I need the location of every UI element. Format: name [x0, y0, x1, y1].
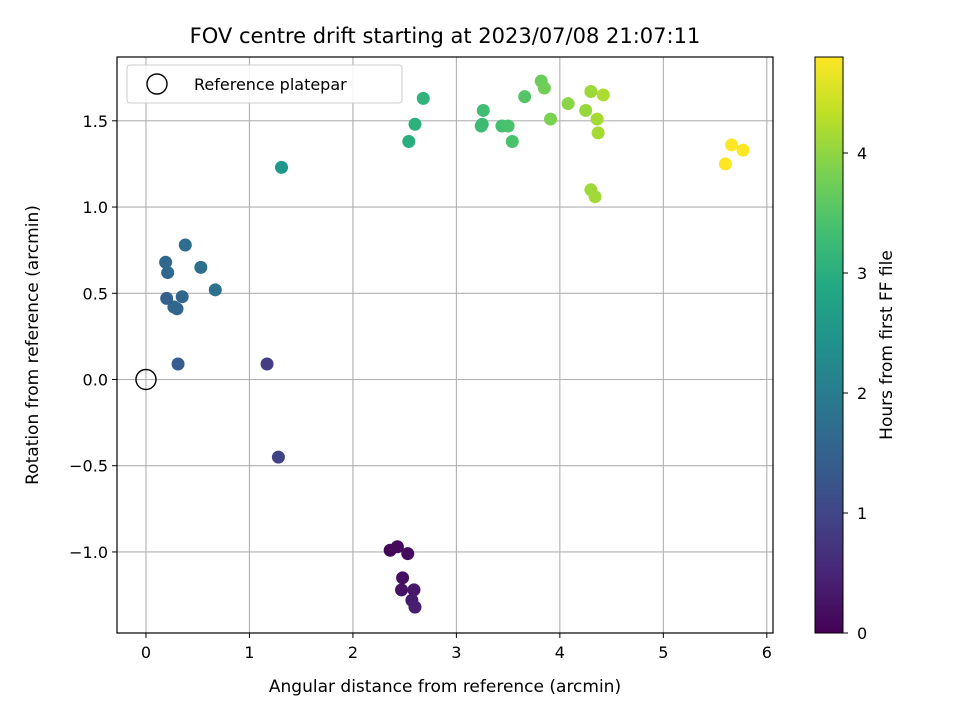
y-tick-label: 0.0 [83, 370, 108, 389]
data-point [390, 540, 404, 554]
colorbar-tick-label: 3 [857, 264, 867, 283]
y-tick-label: −1.0 [69, 543, 108, 562]
data-point [718, 157, 732, 171]
data-point [544, 112, 558, 126]
data-point [408, 117, 422, 131]
grid [117, 57, 773, 633]
data-point [579, 103, 593, 117]
y-axis-ticks: −1.0 −0.5 0.0 0.5 1.0 1.5 [69, 112, 117, 562]
x-axis-ticks: 0 1 2 3 4 5 6 [141, 633, 772, 662]
data-point [170, 302, 184, 316]
x-tick-label: 0 [141, 643, 151, 662]
data-point [159, 255, 173, 269]
data-point [161, 266, 175, 280]
y-tick-label: −0.5 [69, 457, 108, 476]
chart-title: FOV centre drift starting at 2023/07/08 … [190, 24, 701, 48]
colorbar-tick-label: 2 [857, 384, 867, 403]
data-point [416, 91, 430, 105]
legend-marker-reference [146, 73, 168, 95]
reference-point [135, 368, 157, 391]
data-point [271, 450, 285, 464]
data-points [159, 74, 750, 614]
data-point [401, 547, 415, 561]
data-point [588, 190, 602, 204]
reference-point-layer [135, 368, 157, 391]
data-point [590, 112, 604, 126]
data-point [171, 357, 185, 371]
y-axis-label: Rotation from reference (arcmin) [23, 205, 43, 485]
colorbar-tick-label: 0 [857, 624, 867, 643]
legend: Reference platepar [126, 64, 403, 104]
data-point [175, 290, 189, 304]
data-point [475, 117, 489, 131]
x-tick-label: 2 [348, 643, 358, 662]
data-point [591, 126, 605, 140]
data-point [518, 90, 532, 104]
data-point [725, 138, 739, 152]
plot-frame [116, 56, 774, 634]
data-point [736, 143, 750, 157]
data-point [561, 97, 575, 111]
data-point [275, 160, 289, 174]
data-point [505, 135, 519, 149]
colorbar-label: Hours from first FF file [877, 250, 897, 440]
data-point [260, 357, 274, 371]
x-tick-label: 4 [555, 643, 565, 662]
y-tick-label: 0.5 [83, 284, 108, 303]
data-point [476, 103, 490, 117]
data-point [178, 238, 192, 252]
data-point [584, 84, 598, 98]
data-point [407, 583, 421, 597]
x-axis-label: Angular distance from reference (arcmin) [269, 677, 621, 697]
data-point [160, 291, 174, 305]
data-point [396, 571, 410, 585]
legend-label-reference: Reference platepar [194, 75, 347, 94]
x-tick-label: 6 [762, 643, 772, 662]
data-point [408, 600, 422, 614]
data-point [395, 583, 409, 597]
colorbar-gradient [814, 56, 844, 634]
data-point [537, 81, 551, 95]
data-point [501, 119, 515, 133]
colorbar: 0 1 2 3 4 Hours from first FF file [814, 56, 897, 643]
y-tick-label: 1.0 [83, 198, 108, 217]
data-point [194, 260, 208, 274]
y-tick-label: 1.5 [83, 112, 108, 131]
colorbar-tick-label: 1 [857, 504, 867, 523]
legend-box [126, 64, 403, 104]
x-tick-label: 5 [658, 643, 668, 662]
x-tick-label: 3 [451, 643, 461, 662]
colorbar-ticks: 0 1 2 3 4 [843, 144, 867, 643]
colorbar-tick-label: 4 [857, 144, 867, 163]
x-tick-label: 1 [244, 643, 254, 662]
data-point [596, 88, 610, 102]
data-point [402, 135, 416, 149]
data-point [208, 283, 222, 297]
